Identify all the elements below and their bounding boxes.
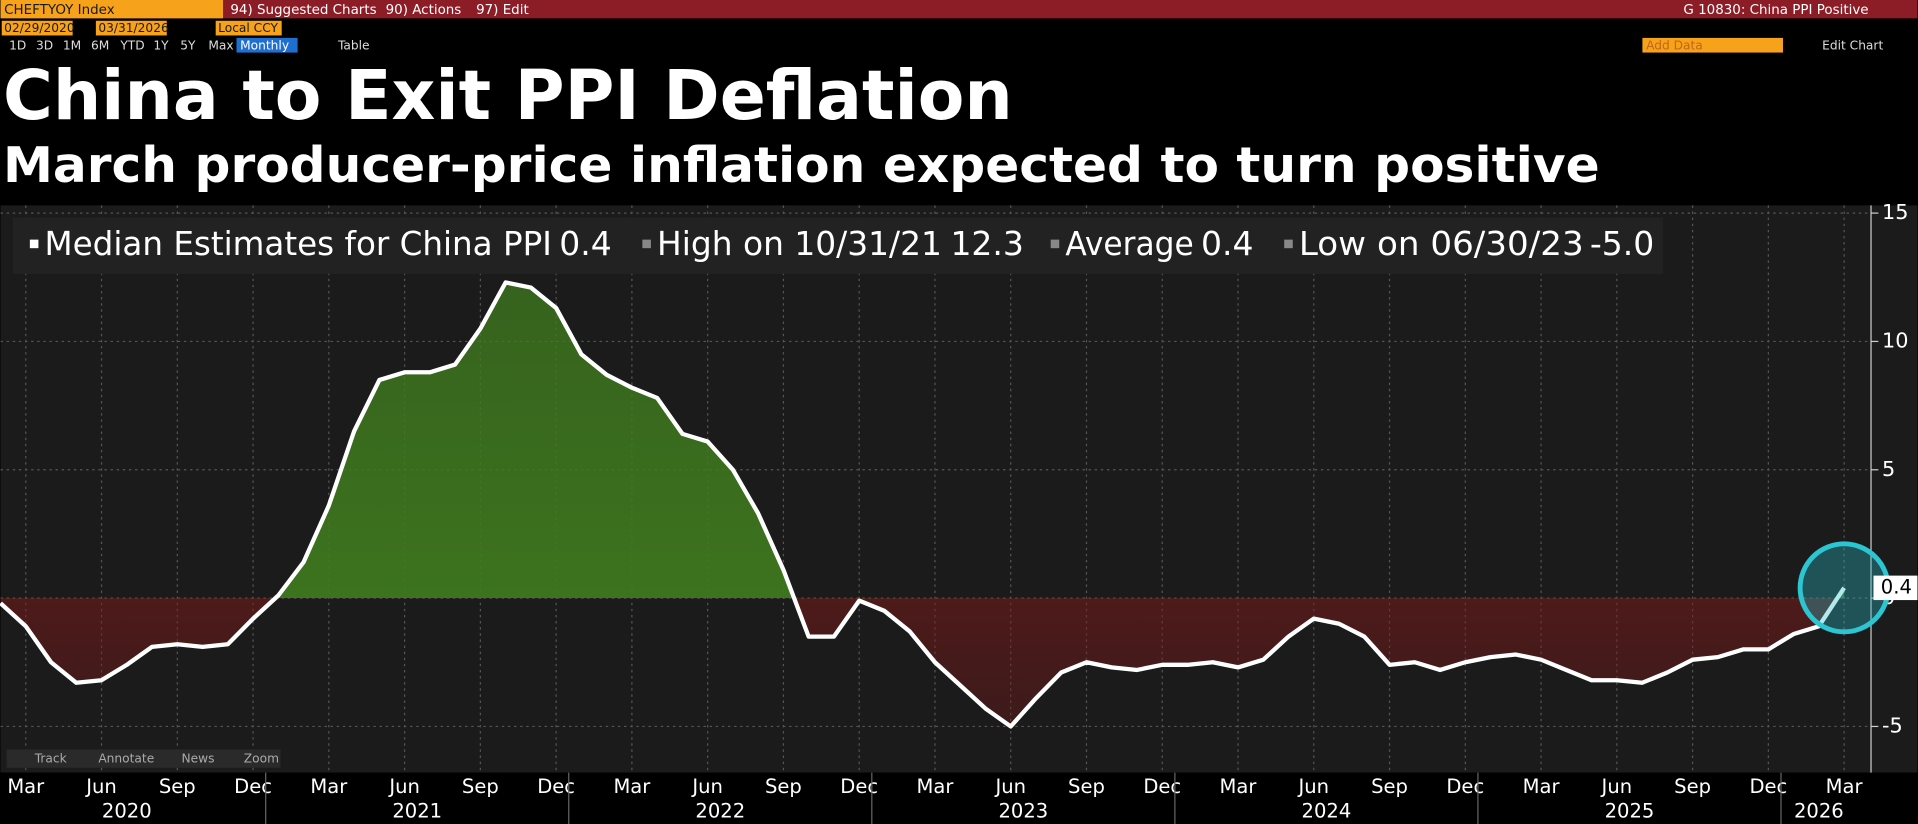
legend-value: 12.3 (950, 224, 1023, 263)
legend-icon (1050, 239, 1060, 249)
year-label: 2026 (1794, 799, 1844, 822)
legend-items: Median Estimates for China PPI 0.4 High on… (29, 224, 1654, 263)
menu[interactable]: 94) Suggested Charts (230, 3, 376, 18)
x-tick-label: Sep (1674, 775, 1711, 798)
start-date[interactable]: 02/29/2020 (4, 21, 74, 35)
x-tick-label: Dec (537, 775, 575, 798)
x-tick-label: Jun (993, 775, 1026, 798)
tool-button[interactable]: Track (34, 752, 68, 766)
legend-icon (642, 239, 651, 249)
x-tick-label: Mar (917, 775, 955, 798)
last-value-label: 0.4 (1881, 575, 1912, 598)
date-box[interactable] (95, 20, 167, 36)
positive-area (275, 282, 1845, 599)
negative-area (0, 598, 1845, 727)
period-button[interactable]: 3D (36, 38, 53, 52)
date-box[interactable] (1, 20, 73, 36)
menu[interactable]: 90) Actions (386, 3, 462, 18)
legend-value: 0.4 (1201, 224, 1253, 263)
x-tick-label: Jun (1600, 775, 1633, 798)
edit-chart[interactable]: Edit Chart (1822, 38, 1883, 52)
tool-button[interactable]: Annotate (98, 752, 154, 766)
period-button[interactable]: YTD (119, 38, 144, 52)
x-tick-label: Sep (462, 775, 499, 798)
y-tick-label: 15 (1882, 200, 1908, 224)
top-bar (0, 0, 1918, 19)
year-label: 2022 (695, 799, 745, 822)
menu[interactable]: 97) Edit (476, 3, 529, 18)
legend-icon (1284, 239, 1293, 249)
x-tick-label: Dec (1446, 775, 1484, 798)
period-button[interactable]: 1D (9, 38, 26, 52)
chart-name: G 10830: China PPI Positive (1683, 3, 1868, 18)
x-tick-label: Sep (765, 775, 802, 798)
tool-button[interactable]: Zoom (244, 752, 279, 766)
x-tick-label: Mar (1826, 775, 1864, 798)
period-button[interactable]: 5Y (180, 38, 196, 52)
table-button[interactable]: Table (337, 38, 370, 52)
period-button[interactable]: 6M (91, 38, 109, 52)
year-label: 2020 (102, 799, 152, 822)
year-label: 2024 (1302, 799, 1352, 822)
tools-box (6, 749, 281, 768)
x-tick-label: Dec (840, 775, 878, 798)
x-tick-label: Dec (1143, 775, 1181, 798)
end-date[interactable]: 03/31/2026 (98, 21, 168, 35)
legend-label: Average (1065, 224, 1193, 263)
x-tick-label: Jun (84, 775, 117, 798)
chart-subtitle: March producer-price inflation expected … (3, 137, 1600, 194)
x-tick-label: Mar (1523, 775, 1561, 798)
plot: -5051015MarJunSepDecMarJunSepDecMarJunSe… (0, 200, 1918, 824)
legend-value: 0.4 (559, 224, 611, 263)
legend-label: High on 10/31/21 (657, 224, 942, 263)
y-tick-label: -5 (1882, 713, 1903, 737)
y-tick-label: 5 (1882, 457, 1895, 481)
x-tick-label: Jun (1297, 775, 1330, 798)
ticker-box[interactable] (0, 0, 224, 19)
line (0, 280, 1846, 729)
x-tick-label: Sep (159, 775, 196, 798)
year-label: 2025 (1605, 799, 1655, 822)
x-tick-label: Mar (1220, 775, 1258, 798)
legend (12, 217, 1664, 274)
period-button[interactable]: 1Y (153, 38, 169, 52)
frequency-box[interactable] (236, 37, 298, 53)
x-tick-label: Dec (1749, 775, 1787, 798)
x-tick-label: Mar (7, 775, 45, 798)
periods: 1D 3D 1M 6M YTD 1Y 5Y Max (9, 38, 234, 52)
x-tick-label: Dec (234, 775, 272, 798)
add-data[interactable]: Add Data (1646, 38, 1703, 52)
x-tick-label: Jun (690, 775, 723, 798)
legend-value: -5.0 (1590, 224, 1654, 263)
frequency[interactable]: Monthly (240, 38, 289, 52)
legend-label: Median Estimates for China PPI (45, 224, 552, 263)
x-tick-label: Jun (387, 775, 420, 798)
chart-title: China to Exit PPI Deflation (3, 56, 1013, 136)
y-tick-label: 10 (1882, 328, 1908, 352)
ticker[interactable]: CHEFTYOY Index (4, 3, 115, 18)
x-axis-background (0, 772, 1918, 824)
add-data-box[interactable] (1642, 37, 1783, 53)
period-button[interactable]: Max (208, 38, 233, 52)
x-tick-label: Mar (310, 775, 348, 798)
legend-icon (29, 239, 39, 249)
x-tick-label: Mar (613, 775, 651, 798)
plot-background (0, 205, 1918, 773)
currency-box[interactable] (215, 20, 282, 36)
period-button[interactable]: 1M (63, 38, 81, 52)
x-tick-label: Sep (1068, 775, 1105, 798)
last-value-box (1873, 575, 1918, 601)
currency[interactable]: Local CCY (218, 21, 278, 35)
year-label: 2023 (998, 799, 1048, 822)
x-tick-label: Sep (1371, 775, 1408, 798)
chart-tools: Track Annotate News Zoom (34, 752, 279, 766)
tool-button[interactable]: News (181, 752, 214, 766)
legend-label: Low on 06/30/23 (1299, 224, 1584, 263)
year-label: 2021 (392, 799, 442, 822)
